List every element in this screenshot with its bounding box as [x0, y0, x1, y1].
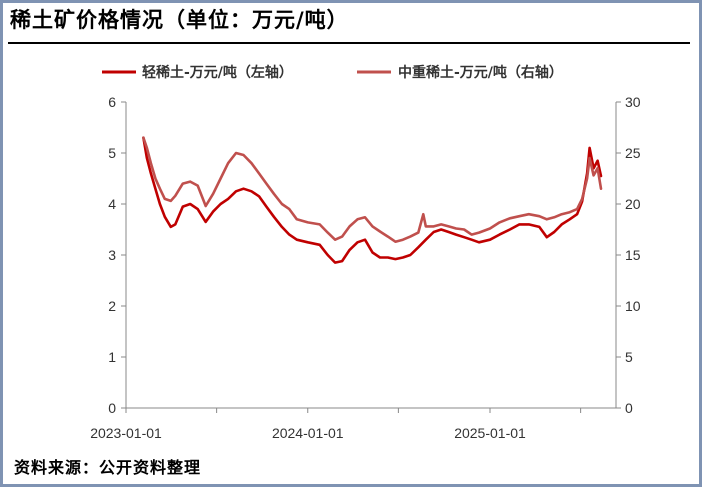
- series-line-light-rare-earth: [142, 136, 603, 264]
- legend-label-medium-heavy-rare-earth: 中重稀土-万元/吨（右轴）: [398, 64, 563, 81]
- left-tick-label: 3: [108, 247, 116, 263]
- left-tick-label: 5: [108, 145, 116, 161]
- x-tick-label: 2024-01-01: [272, 425, 344, 441]
- legend: 轻稀土-万元/吨（左轴） 中重稀土-万元/吨（右轴）: [102, 64, 563, 81]
- series-lines: [142, 136, 603, 264]
- x-tick-label: 2025-01-01: [454, 425, 526, 441]
- right-tick-label: 10: [625, 298, 641, 314]
- title-rule: [8, 42, 690, 44]
- left-tick-label: 4: [108, 196, 116, 212]
- x-tick-label: 2023-01-01: [90, 425, 162, 441]
- left-tick-label: 0: [108, 400, 116, 416]
- left-tick-label: 1: [108, 349, 116, 365]
- left-tick-label: 2: [108, 298, 116, 314]
- right-tick-label: 20: [625, 196, 641, 212]
- right-tick-label: 5: [625, 349, 633, 365]
- right-tick-label: 0: [625, 400, 633, 416]
- axes: 0 1 2 3 4 5 6 0 5 10 15 20 25 30 2023-01-01 2024-01-01 2…: [90, 94, 641, 441]
- series-line-medium-heavy-rare-earth: [142, 136, 603, 243]
- right-tick-label: 25: [625, 145, 641, 161]
- chart-title: 稀土矿价格情况（单位：万元/吨）: [10, 7, 349, 32]
- legend-label-light-rare-earth: 轻稀土-万元/吨（左轴）: [142, 64, 293, 81]
- right-tick-label: 15: [625, 247, 641, 263]
- source-note: 资料来源：公开资料整理: [14, 458, 202, 477]
- left-tick-label: 6: [108, 94, 116, 110]
- right-tick-label: 30: [625, 94, 641, 110]
